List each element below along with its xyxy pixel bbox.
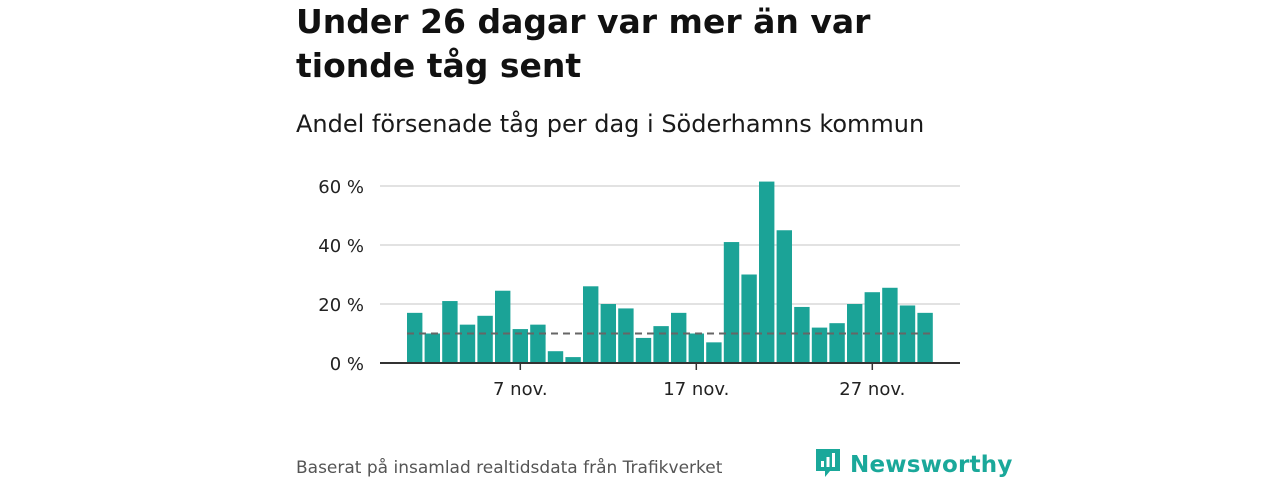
bar <box>917 312 933 363</box>
chart-subtitle: Andel försenade tåg per dag i Söderhamns… <box>296 110 925 138</box>
brand-name: Newsworthy <box>850 452 1013 478</box>
bar <box>899 305 916 363</box>
brand-logo: Newsworthy <box>814 447 1013 483</box>
bar <box>653 326 669 363</box>
y-tick-label: 60 % <box>318 177 364 198</box>
bar <box>442 301 458 363</box>
x-tick-label: 7 nov. <box>493 379 548 400</box>
bar <box>459 324 476 363</box>
bar <box>706 342 722 363</box>
bar <box>688 333 704 363</box>
x-tick-label: 17 nov. <box>663 379 729 400</box>
bar <box>776 230 792 363</box>
y-tick-label: 0 % <box>330 354 364 375</box>
newsworthy-logo-icon <box>814 447 842 483</box>
y-tick-label: 40 % <box>318 236 364 257</box>
bar <box>565 357 581 363</box>
bar <box>424 333 440 363</box>
chart-title: Under 26 dagar var mer än var tionde tåg… <box>296 2 871 85</box>
bar <box>759 181 775 363</box>
bar <box>600 304 616 363</box>
bar <box>829 323 845 363</box>
bar <box>530 324 546 363</box>
x-tick-label: 27 nov. <box>839 379 905 400</box>
bar <box>723 242 740 363</box>
bar <box>882 287 898 363</box>
y-tick-label: 20 % <box>318 295 364 316</box>
bar <box>635 337 652 363</box>
bar <box>547 351 564 363</box>
bar <box>794 306 810 363</box>
bar <box>864 292 880 363</box>
axis-group: 0 % 20 % 40 % 60 % 7 nov. 17 nov. 27 nov. <box>318 177 960 400</box>
bar-chart: 0 % 20 % 40 % 60 % 7 nov. 17 nov. 27 nov. <box>318 177 960 400</box>
bar <box>583 286 599 363</box>
bar <box>407 312 423 363</box>
bar <box>671 312 687 363</box>
bars <box>407 181 933 363</box>
grid-lines <box>380 185 960 305</box>
bar <box>512 329 528 363</box>
bar <box>811 327 828 363</box>
bar <box>618 308 634 363</box>
bar <box>741 274 757 363</box>
bar <box>477 315 493 363</box>
source-note: Baserat på insamlad realtidsdata från Tr… <box>296 458 723 478</box>
bar <box>495 290 511 363</box>
